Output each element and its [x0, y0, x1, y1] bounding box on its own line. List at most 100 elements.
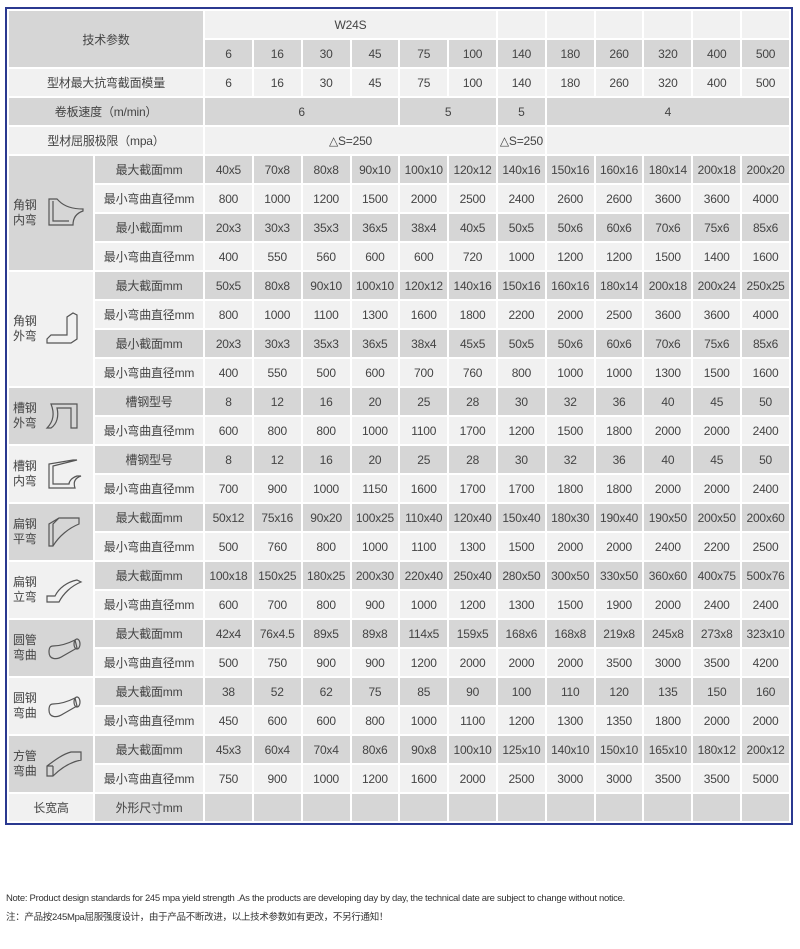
table-row: 最小弯曲直径mm 400 550 500 600 700 760 800 1000 1000 130…	[8, 357, 791, 388]
value-cell: 110x40	[398, 502, 450, 533]
value-cell: 70x6	[642, 328, 694, 359]
value-cell: 125x10	[495, 734, 547, 765]
value-cell: 20	[349, 444, 401, 475]
value-cell: 60x6	[593, 328, 645, 359]
value-cell: 30	[495, 386, 547, 417]
group-label: 圆管弯曲	[13, 633, 37, 662]
value-cell: 2000	[642, 415, 694, 446]
value-cell: 200x18	[642, 270, 694, 301]
value-cell: 1500	[495, 531, 547, 562]
value-cell: 85x6	[740, 212, 791, 243]
value-cell: 100	[495, 676, 547, 707]
value-cell: 5000	[740, 763, 791, 794]
table-row: 技术参数 W24S	[6, 9, 791, 69]
value-cell: 36	[593, 386, 645, 417]
row-label: 型材屈服极限（mpa）	[6, 125, 206, 156]
value-cell: 900	[300, 647, 352, 678]
capacity-cell: 100	[447, 38, 498, 69]
empty-cell	[544, 792, 596, 823]
value-cell: 1150	[349, 473, 401, 504]
value-cell: 180x12	[691, 734, 743, 765]
value-cell: 75	[398, 67, 450, 98]
value-cell: 1600	[740, 241, 791, 272]
value-cell: 140x16	[495, 154, 547, 185]
value-cell: 450	[203, 705, 254, 736]
value-cell: 3000	[593, 763, 645, 794]
value-cell: 500	[203, 531, 254, 562]
capacity-cell: 400	[691, 38, 743, 69]
value-cell: 720	[447, 241, 498, 272]
value-cell: 40x5	[203, 154, 254, 185]
value-cell: 3500	[593, 647, 645, 678]
value-cell: 2600	[593, 183, 645, 214]
value-cell: 1700	[447, 473, 498, 504]
value-cell: 160x16	[593, 154, 645, 185]
channel-steel-inner-bend-icon	[48, 459, 82, 489]
value-cell: 3600	[642, 299, 694, 330]
value-cell: 4000	[740, 183, 791, 214]
value-cell: 3600	[691, 183, 743, 214]
value-cell: 2400	[495, 183, 547, 214]
group-cell: 扁钢立弯	[7, 560, 95, 620]
value-cell: 3000	[642, 647, 694, 678]
value-cell: 800	[300, 589, 352, 620]
empty-cell	[203, 792, 254, 823]
empty-cell	[593, 9, 645, 40]
value-cell: 160x16	[544, 270, 596, 301]
value-cell: 250x40	[447, 560, 498, 591]
value-cell: 85x6	[740, 328, 791, 359]
value-cell: 90x8	[398, 734, 450, 765]
value-cell: 90	[447, 676, 498, 707]
row-label: 外形尺寸mm	[92, 792, 206, 823]
value-cell: 500x76	[740, 560, 791, 591]
flat-steel-flat-bend-icon	[48, 517, 80, 547]
value-cell: 600	[203, 589, 254, 620]
value-cell: 800	[251, 415, 303, 446]
value-cell: 2500	[447, 183, 498, 214]
value-cell: 180x25	[300, 560, 352, 591]
value-cell: 500	[300, 357, 352, 388]
value-cell: 1600	[740, 357, 791, 388]
value-cell: 1000	[544, 357, 596, 388]
value-cell: 1900	[593, 589, 645, 620]
value-cell: 560	[300, 241, 352, 272]
value-cell: 2400	[740, 473, 791, 504]
value-cell: 40	[642, 444, 694, 475]
value-cell: 75x6	[691, 212, 743, 243]
group-cell: 圆钢弯曲	[7, 676, 95, 736]
empty-cell	[495, 9, 547, 40]
value-cell: 245x8	[642, 618, 694, 649]
table-row: 最小弯曲直径mm 750 900 1000 1200 1600 2000 2500 3000 30…	[8, 763, 791, 794]
value-cell: 150	[691, 676, 743, 707]
value-cell: 600	[251, 705, 303, 736]
value-cell: 75x6	[691, 328, 743, 359]
table-row: 最小弯曲直径mm 600 700 800 900 1000 1200 1300 1500 1900…	[8, 589, 791, 620]
group-cell: 长宽高	[7, 792, 95, 823]
value-cell: 2000	[691, 705, 743, 736]
value-cell: 75	[349, 676, 401, 707]
value-cell: 2000	[544, 647, 596, 678]
value-cell: 20	[349, 386, 401, 417]
value-cell: 32	[544, 386, 596, 417]
group-cell: 角钢外弯	[7, 270, 95, 388]
table-row: 最小截面mm 20x3 30x3 35x3 36x5 38x4 40x5 50x5 50x6 60…	[8, 212, 791, 243]
row-label: 最小弯曲直径mm	[92, 357, 206, 388]
group-label: 扁钢立弯	[13, 575, 37, 604]
value-cell: 1500	[544, 589, 596, 620]
value-cell: 52	[251, 676, 303, 707]
table-row: 最小弯曲直径mm 800 1000 1200 1500 2000 2500 2400 2600 2…	[8, 183, 791, 214]
value-cell: 6	[203, 67, 254, 98]
value-cell: 120x12	[447, 154, 498, 185]
empty-cell	[691, 792, 743, 823]
value-cell: 1000	[349, 531, 401, 562]
value-cell: 2000	[495, 647, 547, 678]
empty-cell	[642, 9, 694, 40]
value-cell: 100x18	[203, 560, 254, 591]
value-cell: 800	[300, 415, 352, 446]
value-cell: 400x75	[691, 560, 743, 591]
value-cell: 750	[251, 647, 303, 678]
empty-cell	[398, 792, 450, 823]
value-cell: 89x8	[349, 618, 401, 649]
value-cell: 700	[203, 473, 254, 504]
value-cell: 8	[203, 386, 254, 417]
